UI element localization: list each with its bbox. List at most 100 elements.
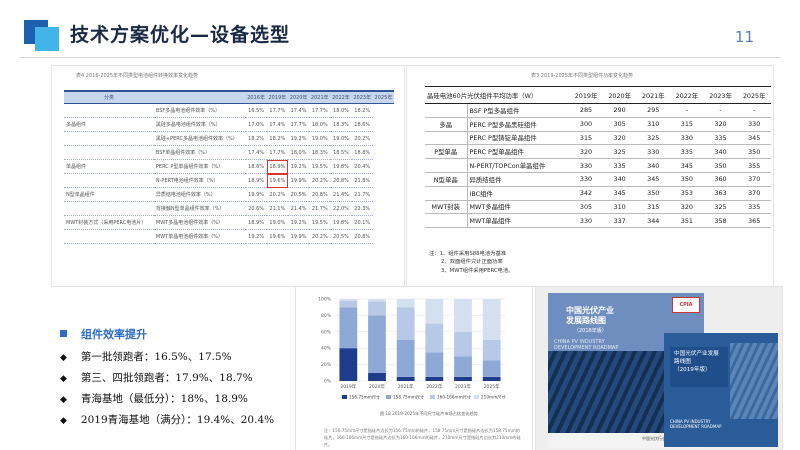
table-header-cell: 2019年	[266, 90, 288, 104]
table-cell	[64, 173, 154, 188]
table-cell: 350	[703, 158, 738, 173]
table-header-cell: 2020年	[287, 90, 310, 104]
table-cell: 19.9%	[245, 187, 267, 202]
bar-segment	[482, 299, 501, 340]
table-header-cell: 2022年	[670, 86, 704, 104]
bar-segment	[482, 360, 501, 377]
table-cell: 20.8%	[309, 187, 331, 202]
bar-segment	[482, 376, 501, 381]
roadmap-cover-2019: 中国光伏产业发展路线图 （2019年版） CHINA PV INDUSTRY D…	[664, 333, 778, 447]
table-cell: 19.5%	[309, 159, 331, 174]
y-tick-label: 100%	[318, 297, 332, 303]
table-row: IBC组件 342 345 350 353 363 370	[425, 186, 771, 201]
table-cell: 19.2%	[287, 131, 310, 146]
table-cell: N型单晶	[425, 172, 468, 187]
table-row: MWT封装 MWT多晶组件 305 310 315 320 325 335	[425, 200, 771, 215]
table-cell: 345	[670, 158, 704, 173]
cover-english-line: CHINA PV INDUSTRY	[554, 339, 605, 345]
bar-segment	[454, 376, 472, 381]
table-cell: 20.4%	[351, 159, 373, 174]
table-row: N型单晶 异质结组件 330 340 345 350 360 370	[425, 172, 771, 187]
y-tick-label: 60%	[321, 329, 332, 335]
table-cell: PERC P型多晶黑硅组件	[467, 117, 570, 132]
bar-segment	[368, 372, 386, 381]
table-cell: 325	[602, 144, 637, 160]
table-header-cell: 2023年	[351, 90, 373, 104]
table-row: BSF多晶电池组件效率（%） 16.5% 17.7% 17.4% 17.7% 18.0% 1…	[64, 103, 394, 118]
diamond-bullet-icon: ◆	[60, 374, 67, 384]
table-cell: 20.2%	[266, 187, 288, 202]
table-cell: BSF多晶电池组件效率（%）	[153, 103, 246, 118]
table-cell: 21.4%	[287, 201, 310, 216]
x-tick-label: 2022年	[426, 383, 442, 390]
table-cell: 18.3%	[330, 117, 352, 132]
bar-segment	[425, 376, 444, 381]
table-cell	[64, 201, 154, 216]
table-cell: 305	[569, 200, 603, 215]
cover-title: 中国光伏产业	[566, 306, 614, 315]
efficiency-table-panel: 表4 2016-2025年不同类型电池组件转换效率变化趋势 分类 2016年 201…	[52, 66, 404, 286]
cover-title: 发展路线图	[566, 316, 606, 325]
table-cell: 19.6%	[266, 173, 288, 188]
table-cell: 18.0%	[309, 117, 331, 132]
cover-english-line: DEVELOPMENT ROADMAP	[554, 345, 619, 351]
table-cell	[425, 186, 468, 201]
table-cell	[425, 158, 468, 173]
table-cell	[64, 103, 154, 118]
table-cell: 黑硅多晶电池组件效率（%）	[153, 117, 246, 132]
bullet-text: 第三、四批领跑者：17.9%、18.7%	[80, 372, 253, 384]
table-cell: 345	[636, 172, 671, 187]
table-notes: 注：1、组件采用S88电池为基准 2、双面组件只计正面功率 3、MWT组件采用P…	[429, 250, 513, 275]
table-cell: 18.2%	[266, 131, 288, 146]
table-cell	[425, 103, 468, 118]
table-cell: 370	[737, 186, 771, 201]
bar-segment	[396, 340, 415, 377]
table-cell: 单晶组件	[64, 159, 154, 174]
table-cell: 337	[602, 213, 637, 229]
note-line: 2、双面组件只计正面功率	[441, 259, 503, 266]
table-header-cell: 2016年	[245, 90, 267, 104]
table-cell: 320	[670, 200, 704, 215]
table-cell: 18.0%	[330, 103, 352, 118]
table-cell: 370	[737, 172, 771, 187]
power-table-panel: 表3 2019-2025年不同类型组件功率变化趋势 晶硅电池60片光伏组件平均功…	[407, 66, 773, 286]
table-cell: 19.0%	[266, 215, 288, 230]
wafer-size-chart-panel: 0% 20% 40% 60% 80% 100% 2019年 2020年 2021年 2022年 20…	[296, 287, 532, 450]
legend-swatch	[430, 395, 435, 399]
bullet-item: ◆ 2019青海基地（满分）：19.4%、20.4%	[60, 412, 274, 427]
table-cell: MWT封装	[425, 200, 468, 215]
diamond-bullet-icon: ◆	[60, 416, 67, 426]
cover-english-title: CHINA PV INDUSTRY DEVELOPMENT ROADMAP	[670, 419, 721, 429]
table-cell: 17.7%	[266, 103, 288, 118]
bar-segment	[454, 299, 472, 332]
table-cell: 17.4%	[287, 103, 310, 118]
bar-segment	[425, 299, 444, 324]
cpia-logo: CPIA	[672, 297, 700, 313]
table-cell	[64, 145, 154, 160]
table-row: 多晶组件 黑硅多晶电池组件效率（%） 17.0% 17.4% 17.7% 18.0% 18.…	[64, 117, 394, 132]
diamond-bullet-icon: ◆	[60, 395, 67, 405]
note-line: 3、MWT组件采用PERC电池。	[441, 267, 514, 274]
table-header-cell: 分类	[64, 90, 154, 104]
table-cell	[64, 229, 154, 244]
table-cell: 19.9%	[287, 229, 310, 244]
table-cell: 342	[569, 186, 603, 201]
table-cell: 异质结电池组件效率（%）	[153, 187, 246, 202]
table-row: P型单晶 PERC P型单晶组件 320 325 330 335 340 350	[425, 144, 771, 160]
cover-title-block: 中国光伏产业发展路线图 （2019年版）	[670, 347, 728, 387]
table-cell: 19.2%	[245, 229, 267, 244]
table-cell: BSF单晶组件效率（%）	[153, 145, 246, 160]
table-cell: 22.0%	[330, 201, 352, 216]
bar-segment	[396, 299, 415, 308]
x-tick-label: 2023年	[455, 383, 471, 390]
table-cell: 20.2%	[351, 131, 373, 146]
logo-square-light	[35, 27, 59, 51]
bar-segment	[339, 300, 358, 308]
table-cell: 20.2%	[309, 229, 331, 244]
table-cell: 330	[737, 117, 771, 132]
table-cell: -	[670, 103, 704, 118]
slide-title: 技术方案优化—设备选型	[70, 24, 291, 46]
table-cell: N-PERT/TOPCon单晶组件	[467, 158, 570, 173]
table-cell: 325	[703, 200, 738, 215]
bullet-item: ◆ 青海基地（最低分）：18%、18.9%	[60, 391, 248, 406]
